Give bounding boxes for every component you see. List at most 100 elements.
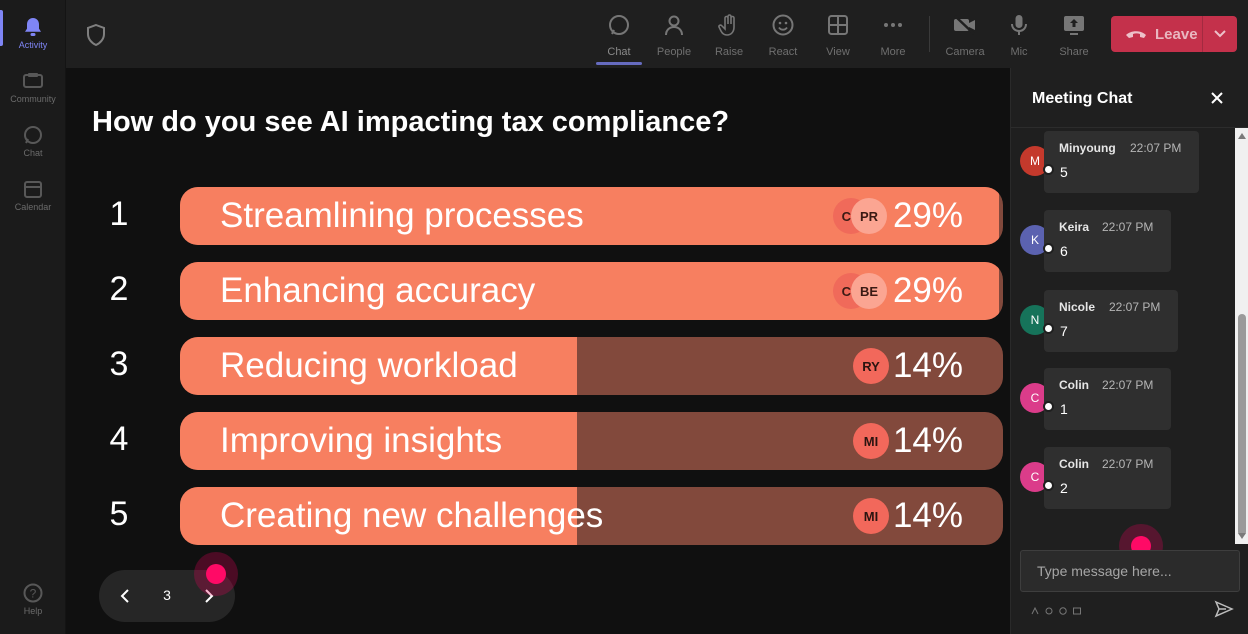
rail-item-chat[interactable]: Chat: [0, 116, 66, 168]
option-number: 3: [109, 345, 129, 383]
rail-active-indicator: [0, 10, 3, 46]
chevron-right-icon[interactable]: [197, 584, 221, 608]
chevron-left-icon[interactable]: [113, 584, 137, 608]
gif-icon[interactable]: [1073, 602, 1081, 615]
voter-avatar: MI: [853, 498, 889, 534]
message-bubble: Minyoung 22:07 PM 5: [1044, 131, 1199, 193]
message-bubble: Nicole 22:07 PM 7: [1044, 290, 1178, 352]
chat-button[interactable]: Chat: [592, 8, 646, 64]
poll-option: 1 Streamlining processes CC PR 29%: [66, 187, 1010, 245]
presence-dot: [1043, 401, 1054, 412]
mic-button[interactable]: Mic: [992, 8, 1046, 64]
chat-header: Meeting Chat: [1011, 68, 1248, 128]
poll-option: 5 Creating new challenges MI 14%: [66, 487, 1010, 545]
poll-stage: How do you see AI impacting tax complian…: [66, 68, 1010, 634]
people-label: People: [656, 46, 692, 58]
chat-scrollbar[interactable]: [1235, 128, 1248, 544]
attach-icon[interactable]: [1045, 602, 1053, 615]
view-label: View: [826, 46, 850, 58]
react-button[interactable]: React: [756, 8, 810, 64]
chat-label: Chat: [607, 46, 631, 58]
view-button[interactable]: View: [811, 8, 865, 64]
rail-item-activity[interactable]: Activity: [0, 8, 66, 60]
option-label: Reducing workload: [220, 346, 518, 385]
camera-button[interactable]: Camera: [938, 8, 992, 64]
option-label: Improving insights: [220, 421, 503, 460]
more-dots-icon: [880, 12, 906, 38]
sender-name: Colin: [1059, 378, 1089, 392]
leave-divider: [1202, 16, 1203, 52]
more-label: More: [880, 46, 906, 58]
presence-dot: [1043, 243, 1054, 254]
rail-item-calendar[interactable]: Calendar: [0, 170, 66, 222]
message-input[interactable]: [1021, 551, 1239, 591]
presence-dot: [1043, 480, 1054, 491]
scroll-thumb[interactable]: [1238, 314, 1246, 536]
poll-question: How do you see AI impacting tax complian…: [92, 106, 730, 138]
sender-name: Minyoung: [1059, 141, 1116, 155]
send-icon[interactable]: [1214, 599, 1234, 619]
bell-icon: [22, 16, 44, 38]
rail-item-help[interactable]: ? Help: [0, 574, 66, 626]
chat-title: Meeting Chat: [1032, 90, 1133, 107]
option-bar-fill: [180, 487, 577, 545]
message-text: 2: [1060, 480, 1068, 496]
format-icon[interactable]: [1031, 602, 1039, 615]
people-button[interactable]: People: [647, 8, 701, 64]
message-text: 6: [1060, 243, 1068, 259]
option-bar: Enhancing accuracy CC BE 29%: [180, 262, 1003, 320]
camera-off-icon: [952, 12, 978, 38]
leave-button[interactable]: Leave: [1111, 16, 1237, 52]
rail-item-community[interactable]: Community: [0, 62, 66, 114]
rail-label: Chat: [23, 148, 43, 158]
message-time: 22:07 PM: [1102, 457, 1154, 471]
react-label: React: [768, 46, 798, 58]
chat-icon: [22, 124, 44, 146]
raise-hand-button[interactable]: Raise: [702, 8, 756, 64]
mic-label: Mic: [1010, 46, 1028, 58]
more-button[interactable]: More: [866, 8, 920, 64]
presence-dot: [1043, 323, 1054, 334]
message-text: 1: [1060, 401, 1068, 417]
option-bar: Reducing workload RY 14%: [180, 337, 1003, 395]
scroll-up-arrow[interactable]: [1238, 133, 1246, 139]
option-percent: 14%: [892, 496, 963, 535]
chat-icon: [606, 12, 632, 38]
scroll-down-arrow[interactable]: [1238, 533, 1246, 539]
share-screen-icon: [1061, 12, 1087, 38]
hand-icon: [716, 12, 742, 38]
close-icon[interactable]: [1209, 90, 1225, 106]
message-bubble: Colin 22:07 PM 2: [1044, 447, 1171, 509]
community-icon: [22, 70, 44, 92]
option-percent: 29%: [892, 271, 963, 310]
pointer-indicator: [194, 552, 238, 596]
help-icon: ?: [22, 582, 44, 604]
shield-icon[interactable]: [86, 23, 106, 47]
option-bar: Improving insights MI 14%: [180, 412, 1003, 470]
smiley-icon: [770, 12, 796, 38]
rail-label: Calendar: [14, 202, 52, 212]
phone-hangup-icon: [1125, 27, 1147, 41]
presence-dot: [1043, 164, 1054, 175]
option-number: 5: [109, 495, 129, 533]
mic-icon: [1006, 12, 1032, 38]
option-number: 4: [109, 420, 129, 458]
option-label: Creating new challenges: [220, 496, 604, 535]
option-bar-fill: [180, 337, 577, 395]
share-button[interactable]: Share: [1047, 8, 1101, 64]
svg-text:?: ?: [30, 587, 37, 601]
poll-option: 3 Reducing workload RY 14%: [66, 337, 1010, 395]
emoji-icon[interactable]: [1059, 602, 1067, 615]
active-tool-indicator: [596, 62, 642, 65]
toolbar-divider: [929, 16, 930, 52]
option-percent: 14%: [892, 346, 963, 385]
message-composer: [1020, 550, 1240, 592]
voter-avatar: BE: [851, 273, 887, 309]
voter-avatar: PR: [851, 198, 887, 234]
sender-name: Keira: [1059, 220, 1090, 234]
leave-label: Leave: [1155, 25, 1198, 43]
message-text: 5: [1060, 164, 1068, 180]
sender-name: Colin: [1059, 457, 1089, 471]
message-time: 22:07 PM: [1130, 141, 1182, 155]
chevron-down-icon[interactable]: [1213, 26, 1227, 40]
